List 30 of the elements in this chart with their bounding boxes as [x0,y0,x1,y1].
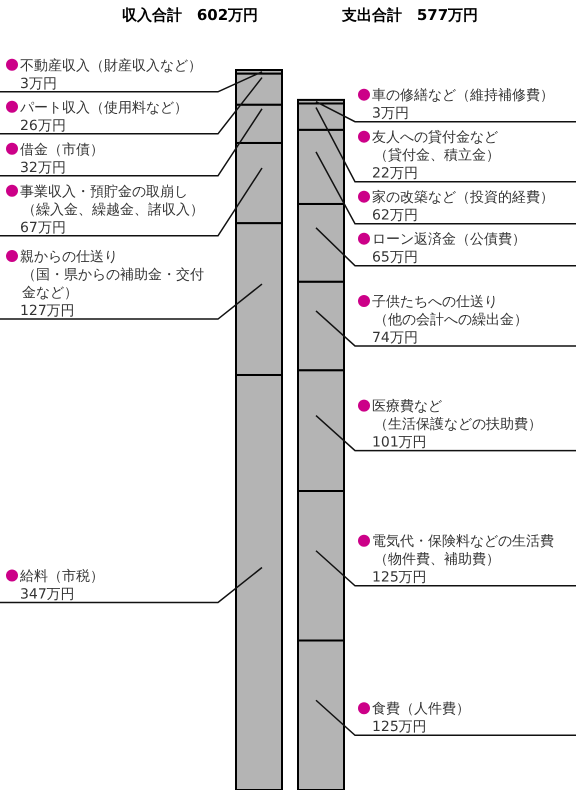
data-label: 347万円 [20,586,75,602]
data-label: 62万円 [372,208,418,224]
series-label: 子供たちへの仕送り（他の会計への繰出金） [372,294,528,328]
series-label: 友人への貸付金など（貸付金、積立金） [372,130,500,164]
data-label: 3万円 [372,106,409,122]
text: 支出合計 577万円 [340,6,478,24]
data-label: 32万円 [20,160,66,176]
text: 親からの仕送り（国・県からの補助金・交付金など） [20,249,204,302]
data-label: 26万円 [20,118,66,134]
data-label: 125万円 [372,570,427,586]
series-label: 電気代・保険料などの生活費（物件費、補助費） [372,534,554,568]
series-label: 家の改築など（投資的経費） [372,190,554,206]
data-label: 74万円 [372,330,418,346]
series-label: 食費（人件費） [372,701,470,718]
data-label: 125万円 [372,719,427,736]
data-label: 22万円 [372,166,418,182]
text: 借金（市債） [20,142,104,158]
text: パート収入（使用料など） [19,100,188,116]
text: 給料（市税） [19,568,104,584]
data-label: 127万円 [20,303,75,320]
series-label: ローン返済金（公債費） [372,232,526,248]
data-label: 65万円 [372,250,418,266]
text: 不動産収入（財産収入など） [20,58,202,74]
data-label: 67万円 [20,220,66,236]
data-label: 3万円 [20,76,57,92]
series-label: 医療費など（生活保護などの扶助費） [372,398,542,433]
text: 車の修繕など（維持補修費） [372,88,554,104]
text: 事業収入・預貯金の取崩し（繰入金、繰越金、諸収入） [20,184,204,218]
data-label: 101万円 [372,434,427,451]
chart-title: 収入合計 602万円 [122,6,258,24]
